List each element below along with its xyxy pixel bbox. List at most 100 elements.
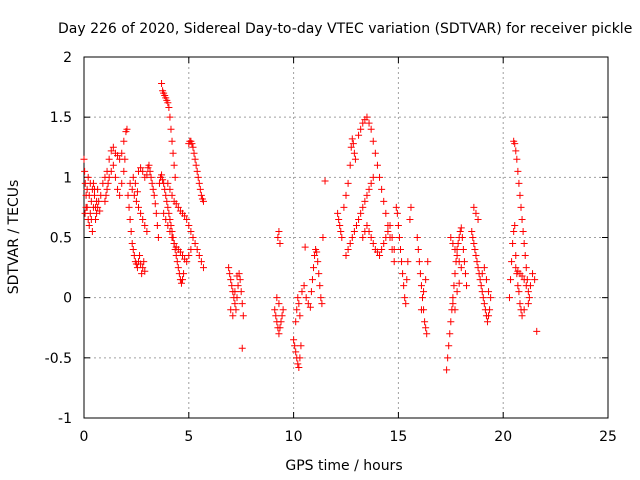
data-point bbox=[124, 191, 132, 199]
data-point bbox=[335, 215, 343, 223]
data-point bbox=[384, 227, 392, 235]
data-point bbox=[239, 312, 247, 320]
data-point bbox=[143, 227, 151, 235]
data-point bbox=[449, 240, 457, 248]
data-point bbox=[470, 240, 478, 248]
data-point bbox=[179, 252, 187, 260]
data-point bbox=[308, 276, 316, 284]
data-point bbox=[402, 300, 410, 308]
data-point bbox=[179, 276, 187, 284]
data-point bbox=[165, 104, 173, 112]
data-point bbox=[315, 270, 323, 278]
data-point bbox=[316, 282, 324, 290]
data-point bbox=[290, 336, 298, 344]
data-point bbox=[419, 294, 427, 302]
data-point bbox=[169, 149, 177, 157]
data-point bbox=[483, 318, 491, 326]
data-point bbox=[185, 221, 193, 229]
data-point bbox=[311, 252, 319, 260]
data-point bbox=[107, 147, 115, 155]
data-point bbox=[457, 264, 465, 272]
data-point bbox=[291, 342, 299, 350]
data-point bbox=[367, 125, 375, 133]
data-point bbox=[319, 234, 327, 241]
data-point bbox=[131, 179, 139, 187]
data-point bbox=[82, 203, 90, 211]
data-point bbox=[525, 294, 533, 302]
data-point bbox=[482, 276, 490, 284]
data-point bbox=[393, 209, 401, 217]
data-point bbox=[109, 161, 117, 169]
data-point bbox=[473, 258, 481, 266]
data-point bbox=[159, 176, 167, 184]
data-point bbox=[300, 282, 308, 290]
data-point bbox=[120, 167, 128, 175]
data-point bbox=[168, 137, 176, 145]
data-point bbox=[458, 234, 466, 241]
data-point bbox=[472, 209, 480, 217]
data-point bbox=[238, 344, 246, 352]
data-point bbox=[81, 209, 89, 217]
data-point bbox=[295, 363, 303, 371]
grid bbox=[84, 57, 608, 418]
data-point bbox=[187, 227, 195, 235]
data-point bbox=[292, 348, 300, 356]
data-point bbox=[158, 171, 166, 179]
data-point bbox=[88, 227, 96, 235]
data-point bbox=[401, 294, 409, 302]
data-point bbox=[373, 248, 381, 256]
data-point bbox=[480, 300, 488, 308]
data-point bbox=[449, 300, 457, 308]
data-point bbox=[143, 171, 151, 179]
data-point bbox=[81, 167, 89, 175]
data-point bbox=[350, 149, 358, 157]
data-point bbox=[166, 185, 174, 193]
data-point bbox=[457, 224, 465, 232]
data-point bbox=[141, 267, 149, 275]
data-point bbox=[455, 279, 463, 287]
data-point bbox=[136, 252, 144, 260]
data-point bbox=[421, 318, 429, 326]
data-point bbox=[451, 306, 459, 314]
data-point bbox=[406, 215, 414, 223]
data-point bbox=[166, 227, 174, 235]
data-point bbox=[398, 258, 406, 266]
data-point bbox=[116, 191, 124, 199]
data-point bbox=[139, 264, 147, 272]
y-axis-label: SDTVAR / TECUs bbox=[6, 180, 22, 295]
data-point bbox=[197, 258, 205, 266]
data-point bbox=[114, 152, 122, 160]
data-point bbox=[390, 258, 398, 266]
data-point bbox=[349, 140, 357, 148]
y-tick-label: 1.5 bbox=[50, 110, 72, 126]
data-point bbox=[231, 300, 239, 308]
data-point bbox=[449, 294, 457, 302]
data-point bbox=[521, 252, 529, 260]
data-point bbox=[422, 324, 430, 332]
data-point bbox=[139, 167, 147, 175]
data-point bbox=[294, 294, 302, 302]
data-point bbox=[451, 270, 459, 278]
data-point bbox=[160, 209, 168, 217]
data-point bbox=[511, 221, 519, 229]
data-point bbox=[296, 354, 304, 362]
data-point bbox=[103, 185, 111, 193]
data-point bbox=[485, 312, 493, 320]
data-point bbox=[526, 282, 534, 290]
data-point bbox=[151, 200, 159, 208]
data-point bbox=[170, 161, 178, 169]
data-point bbox=[187, 246, 195, 254]
data-point bbox=[133, 188, 141, 196]
data-point bbox=[478, 270, 486, 278]
y-tick-label: 0 bbox=[63, 291, 72, 307]
data-point bbox=[118, 149, 126, 157]
data-point bbox=[468, 227, 476, 235]
data-point bbox=[90, 185, 98, 193]
data-point bbox=[447, 234, 455, 241]
data-point bbox=[446, 330, 454, 338]
data-point bbox=[181, 212, 189, 220]
data-point bbox=[378, 185, 386, 193]
data-point bbox=[359, 234, 367, 241]
data-point bbox=[522, 264, 530, 272]
data-point bbox=[485, 288, 493, 296]
